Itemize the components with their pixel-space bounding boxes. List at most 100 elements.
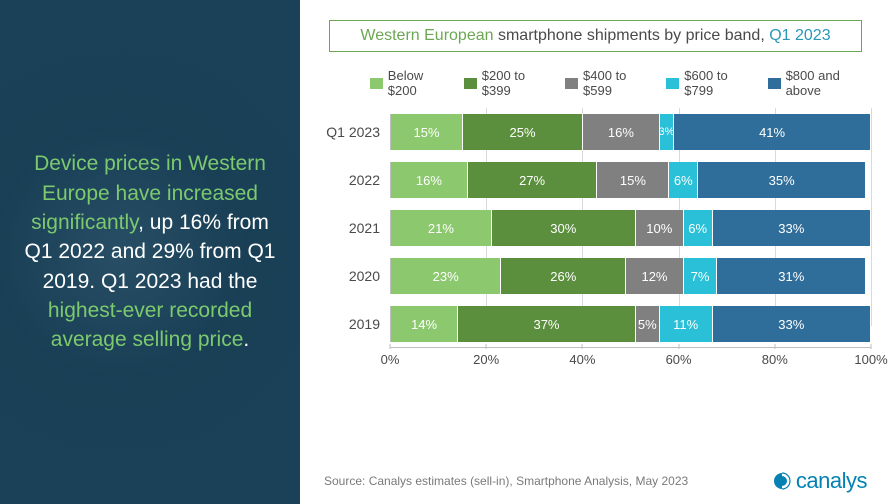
bar-segment: 11% [660,306,713,342]
category-label: 2022 [320,172,390,188]
chart-title-region: Western European [360,27,493,44]
chart-title-quarter: Q1 2023 [769,27,830,44]
stacked-bar: 15%25%16%3%41% [390,114,871,150]
category-label: 2020 [320,268,390,284]
chart-row: 2022 16% 27% 15% 6% 35% [320,156,871,204]
bar-segment: 31% [717,258,866,294]
legend-item: $200 to $399 [464,68,551,98]
segment-value: 15% [620,173,646,188]
segment-value: 7% [691,269,710,284]
segment-value: 10% [646,221,672,236]
legend-label: $200 to $399 [482,68,551,98]
bar-segment: 37% [458,306,636,342]
segment-value: 27% [519,173,545,188]
logo-mark-icon [772,471,792,491]
stacked-bar: 16% 27% 15% 6% 35% [390,162,871,198]
bar-segment: 12% [626,258,684,294]
chart-row: 2019 14% 37% 5% 11% 33% [320,300,871,348]
legend-swatch [370,78,383,89]
segment-value: 21% [428,221,454,236]
stacked-bar: 21% 30% 10% 6% 33% [390,210,871,246]
tick-mark [871,344,872,349]
segment-value: 3% [659,126,675,138]
bar-segment: 21% [391,210,492,246]
segment-value: 41% [759,125,785,140]
legend-swatch [768,78,781,89]
segment-value: 33% [778,317,804,332]
bar-segment: 15% [597,162,669,198]
chart-panel: Western European smartphone shipments by… [300,0,891,504]
segment-value: 23% [433,269,459,284]
x-tick-label: 60% [666,352,692,367]
chart-title-mid: smartphone shipments by price band, [494,27,770,44]
segment-value: 5% [638,317,657,332]
canalys-logo: canalys [772,468,867,494]
legend-swatch [666,78,679,89]
legend-label: $400 to $599 [583,68,652,98]
bar-segment: 5% [636,306,660,342]
gridline [871,108,872,326]
chart-area: Q1 202315%25%16%3%41%202216%27%15%6%35%2… [320,108,871,460]
insight-text: Device prices in Western Europe have inc… [20,149,280,355]
bar-segment: 35% [698,162,866,198]
bar-segment: 23% [391,258,501,294]
bar-segment: 41% [674,114,871,150]
bar-segment: 26% [501,258,626,294]
insight-panel: Device prices in Western Europe have inc… [0,0,300,504]
bar-segment: 7% [684,258,718,294]
insight-end: . [243,328,249,351]
segment-value: 15% [413,125,439,140]
stacked-bar: 14% 37% 5% 11% 33% [390,306,871,342]
legend-item: $800 and above [768,68,871,98]
bar-segment: 16% [391,162,468,198]
tick-mark [774,344,775,349]
x-tick-label: 100% [854,352,887,367]
legend: Below $200 $200 to $399 $400 to $599 $600 t… [370,68,871,98]
legend-swatch [565,78,578,89]
bar-segment: 14% [391,306,458,342]
legend-swatch [464,78,477,89]
tick-mark [678,344,679,349]
tick-mark [486,344,487,349]
x-tick-label: 40% [569,352,595,367]
bar-segment: 15% [391,114,463,150]
segment-value: 16% [416,173,442,188]
footer: Source: Canalys estimates (sell-in), Sma… [320,468,871,494]
chart-title: Western European smartphone shipments by… [329,20,861,52]
legend-item: Below $200 [370,68,450,98]
category-label: 2021 [320,220,390,236]
bar-segment: 6% [684,210,713,246]
bar-segment: 33% [713,306,871,342]
chart-row: 2021 21% 30% 10% 6% 33% [320,204,871,252]
segment-value: 30% [550,221,576,236]
x-tick-label: 20% [473,352,499,367]
chart-rows: Q1 202315%25%16%3%41%202216%27%15%6%35%2… [320,108,871,348]
bar-segment: 33% [713,210,871,246]
insight-highlight-2: highest-ever recorded average selling pr… [48,299,252,351]
legend-item: $600 to $799 [666,68,753,98]
bar-segment: 27% [468,162,598,198]
segment-value: 11% [673,317,698,332]
segment-value: 12% [641,269,667,284]
category-label: Q1 2023 [320,124,390,140]
segment-value: 31% [778,269,804,284]
x-tick-label: 0% [381,352,400,367]
bar-segment: 25% [463,114,583,150]
segment-value: 6% [674,173,693,188]
segment-value: 6% [688,221,707,236]
x-tick-label: 80% [762,352,788,367]
tick-mark [390,344,391,349]
chart-row: 2020 23% 26% 12% 7% 31% [320,252,871,300]
x-axis: 0%20%40%60%80%100% [390,348,871,370]
bar-segment: 6% [669,162,698,198]
segment-value: 33% [778,221,804,236]
axis-line [390,347,871,348]
bar-segment: 10% [636,210,684,246]
segment-value: 14% [411,317,437,332]
slide-container: Device prices in Western Europe have inc… [0,0,891,504]
bar-segment: 30% [492,210,636,246]
segment-value: 37% [533,317,559,332]
segment-value: 25% [509,125,535,140]
segment-value: 35% [769,173,795,188]
category-label: 2019 [320,316,390,332]
